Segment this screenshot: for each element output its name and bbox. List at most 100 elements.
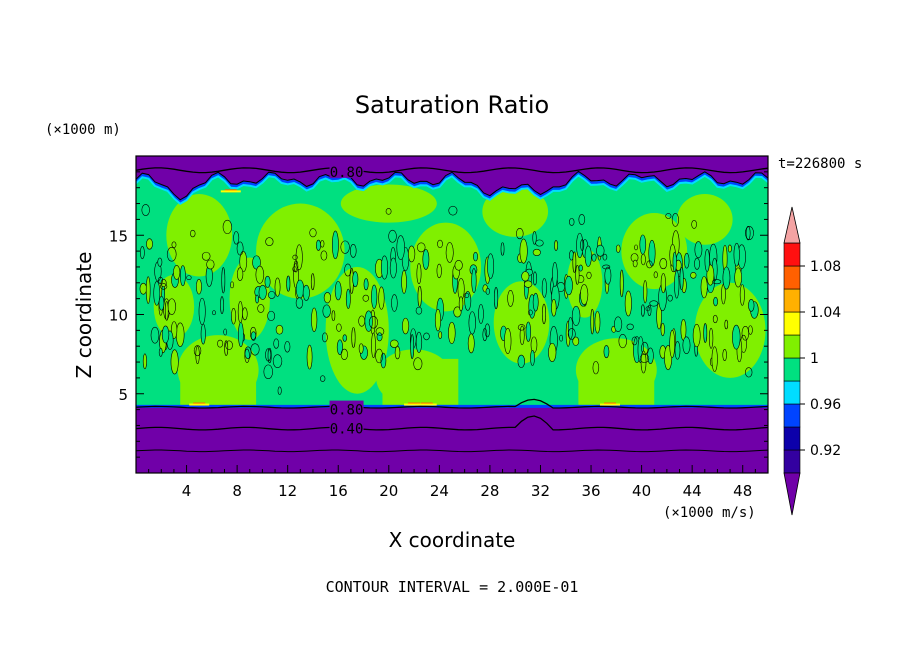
streak-mark — [713, 296, 718, 307]
streak-mark — [748, 299, 755, 312]
streak-mark — [255, 265, 265, 284]
streak-ring — [375, 327, 385, 336]
streak-mark — [575, 264, 580, 285]
streak-mark — [302, 284, 310, 301]
streak-mark — [401, 317, 410, 335]
y-axis-label: Z coordinate — [72, 252, 96, 379]
streak-mark — [236, 267, 244, 281]
streak-mark — [591, 253, 597, 262]
streak-ring — [586, 271, 592, 280]
streak-ring — [532, 271, 538, 286]
streak-ring — [160, 283, 168, 290]
streak-ring — [691, 219, 697, 229]
streak-ring — [745, 367, 753, 378]
streak-ring — [320, 250, 328, 261]
streak-ring — [265, 348, 272, 362]
streak-mark — [567, 316, 574, 340]
streak-mark — [548, 342, 557, 362]
colorbar-under-arrow — [783, 472, 801, 516]
streak-ring — [385, 208, 392, 215]
streak-mark — [478, 304, 484, 324]
streak-ring — [193, 345, 202, 357]
streak-mark — [708, 327, 714, 349]
chart-title: Saturation Ratio — [355, 91, 549, 119]
streak-ring — [416, 242, 426, 253]
streak-mark — [417, 285, 422, 308]
streak-mark — [167, 298, 177, 315]
streak-mark — [362, 294, 370, 302]
streak-mark — [519, 238, 528, 264]
x-tick-label: 36 — [581, 482, 600, 500]
streak-mark — [551, 298, 557, 317]
streak-ring — [631, 336, 638, 346]
streak-mark — [674, 341, 681, 360]
streak-mark — [371, 332, 376, 358]
streak-ring — [741, 326, 750, 341]
colorbar-swatch — [783, 403, 801, 428]
streak-mark — [268, 291, 276, 299]
streak-ring — [724, 319, 729, 330]
streak-ring — [244, 348, 250, 363]
streak-mark — [464, 291, 472, 311]
streak-mark — [500, 242, 505, 256]
streak-mark — [471, 268, 477, 294]
streak-mark — [363, 278, 369, 291]
streak-mark — [667, 294, 673, 302]
streak-ring — [665, 213, 672, 219]
y-tick-label: 10 — [109, 307, 128, 325]
streak-mark — [415, 306, 423, 315]
streak-mark — [422, 249, 430, 270]
streak-mark — [195, 346, 200, 365]
streak-mark — [323, 292, 332, 304]
streak-ring — [482, 328, 488, 342]
streak-mark — [532, 292, 539, 312]
streak-mark — [554, 239, 558, 252]
streak-ring — [277, 386, 282, 396]
streak-mark — [445, 242, 454, 263]
streak-mark — [640, 350, 647, 374]
lime-patch — [493, 281, 550, 364]
colorbar-swatch — [783, 449, 801, 474]
colorbar-tick-label: 1 — [810, 351, 819, 367]
lime-patch — [166, 194, 233, 277]
contour-boundary — [136, 170, 768, 201]
streak-mark — [615, 244, 621, 253]
streak-ring — [463, 292, 470, 298]
streak-mark — [485, 287, 490, 295]
streak-mark — [139, 282, 147, 295]
streak-mark — [358, 315, 366, 327]
yellow-spot — [220, 190, 241, 193]
streak-ring — [640, 253, 646, 266]
streak-ring — [423, 332, 430, 341]
y-axis: 5 10 15 — [109, 171, 768, 458]
lime-patch — [482, 186, 549, 237]
colorbar-tick-label: 1.04 — [810, 305, 841, 321]
streak-mark — [643, 280, 648, 304]
streak-ring — [349, 244, 357, 258]
streak-mark — [572, 251, 577, 273]
colorbar: 0.92 0.96 1 1.04 1.08 — [783, 206, 841, 516]
streak-mark — [286, 275, 291, 292]
streak-mark — [448, 321, 456, 344]
streak-ring — [211, 310, 217, 316]
streak-mark — [523, 280, 533, 288]
streak-mark — [164, 301, 169, 321]
streak-ring — [646, 260, 653, 269]
contour-label: 0.40 — [330, 422, 364, 438]
streak-mark — [468, 311, 476, 335]
streak-mark — [624, 290, 632, 317]
yellow-spot — [416, 403, 437, 406]
x-axis-label: X coordinate — [389, 528, 516, 552]
streak-ring — [344, 263, 352, 277]
streak-ring — [340, 348, 348, 360]
streak-ring — [580, 239, 585, 251]
streak-mark — [295, 297, 304, 309]
streak-mark — [371, 284, 378, 309]
contour-labels: 0.80 0.80 0.40 — [329, 162, 364, 438]
streak-mark — [351, 327, 356, 348]
streak-ring — [141, 204, 150, 216]
streak-mark — [453, 306, 462, 318]
colorbar-tick-label: 0.92 — [810, 443, 841, 459]
streak-mark — [507, 290, 514, 307]
